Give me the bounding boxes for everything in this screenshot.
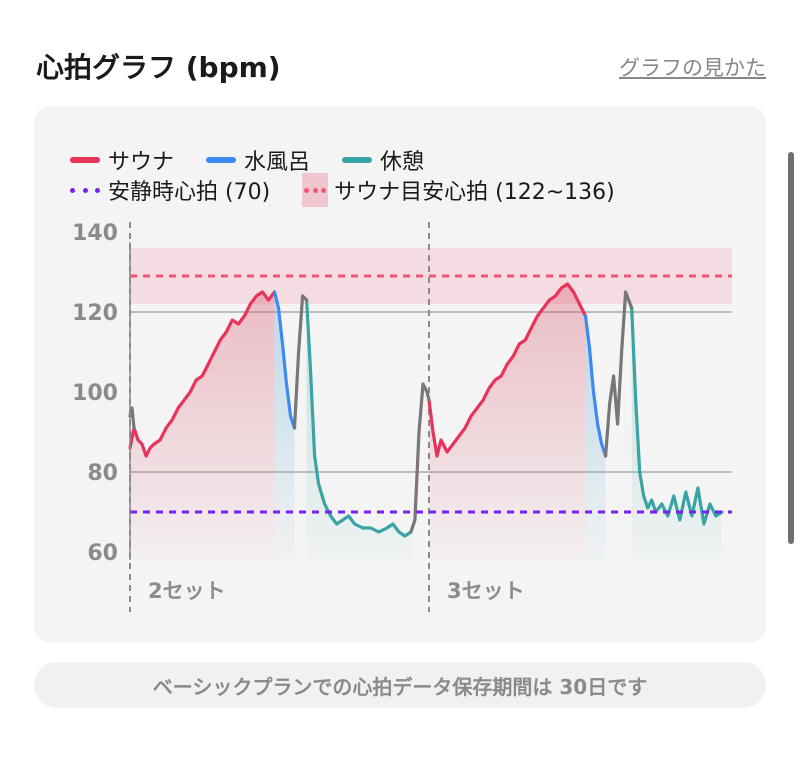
legend-cold-bath: 水風呂 xyxy=(206,144,310,176)
series-area xyxy=(631,308,722,560)
series-line-サウナ xyxy=(427,282,588,458)
legend-rest: 休憩 xyxy=(342,144,424,176)
rest-swatch xyxy=(342,157,373,163)
graph-guide-link[interactable]: グラフの見かた xyxy=(619,56,766,80)
legend-row-2: 安静時心拍 (70) サウナ目安心拍 (122~136) xyxy=(70,173,647,207)
series-line-休憩 xyxy=(305,298,413,538)
legend-rest-label: 休憩 xyxy=(380,150,425,175)
y-tick-label: 120 xyxy=(72,301,118,326)
series-line-水風呂 xyxy=(272,290,297,430)
y-tick-label: 60 xyxy=(87,541,118,566)
resting-hr-swatch xyxy=(70,187,100,193)
cold-bath-swatch xyxy=(206,157,237,163)
series-line-休憩 xyxy=(630,306,724,526)
legend-sauna-target-label: サウナ目安心拍 (122~136) xyxy=(334,180,615,205)
transition-line xyxy=(292,294,309,430)
legend-row-1: サウナ 水風呂 休憩 xyxy=(70,144,456,176)
storage-notice: ベーシックプランでの心拍データ保存期間は 30日です xyxy=(34,662,766,708)
legend-sauna: サウナ xyxy=(70,144,174,176)
transition-line xyxy=(603,290,634,458)
y-tick-label: 80 xyxy=(87,461,118,486)
series-area xyxy=(428,284,586,560)
legend-resting-hr-label: 安静時心拍 (70) xyxy=(108,180,271,205)
set-label: 2セット xyxy=(148,579,226,603)
sauna-target-swatch xyxy=(302,173,329,207)
y-tick-label: 100 xyxy=(72,381,118,406)
series-area xyxy=(130,292,275,560)
legend-cold-bath-label: 水風呂 xyxy=(244,150,311,175)
scrollbar[interactable] xyxy=(788,152,794,544)
legend-resting-hr: 安静時心拍 (70) xyxy=(70,174,270,206)
transition-line xyxy=(409,382,431,534)
legend-sauna-target: サウナ目安心拍 (122~136) xyxy=(302,173,615,207)
y-tick-label: 140 xyxy=(72,221,118,246)
page-title: 心拍グラフ (bpm) xyxy=(36,51,281,84)
series-area xyxy=(274,292,295,560)
series-area xyxy=(585,316,606,560)
sauna-swatch xyxy=(70,157,100,163)
series-area xyxy=(306,300,411,560)
series-line-水風呂 xyxy=(583,314,608,458)
legend-sauna-label: サウナ xyxy=(108,150,175,175)
series-line-サウナ xyxy=(128,290,277,458)
set-label: 3セット xyxy=(447,579,525,603)
